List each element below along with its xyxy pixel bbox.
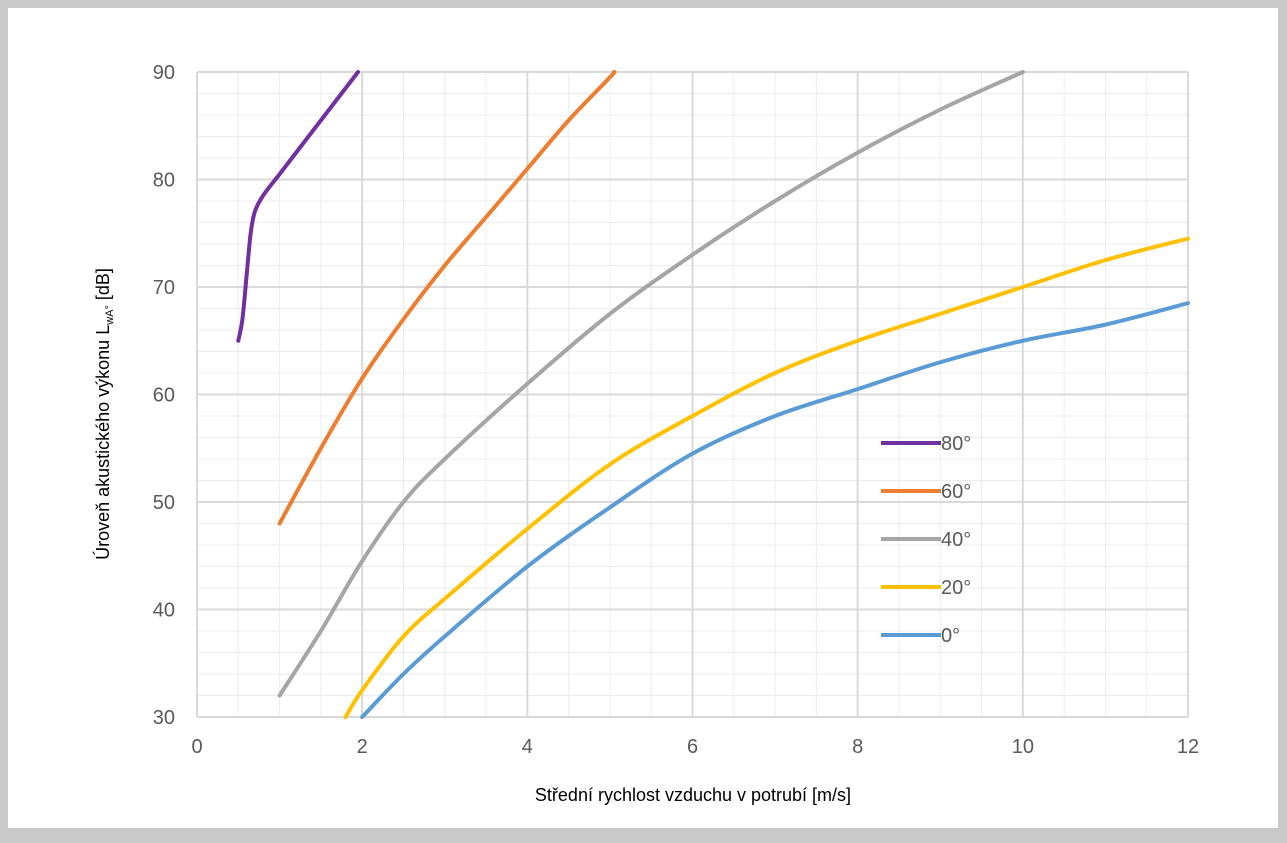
series-line-0 [236,70,361,343]
x-tick-label: 10 [1012,736,1034,758]
x-axis-title: Střední rychlost vzduchu v potrubí [m/s] [535,785,851,805]
y-tick-label: 40 [153,600,175,622]
series-line-2 [277,70,1025,698]
legend-label: 60° [941,481,971,503]
legend: 80° 60° 40° 20° 0° [881,433,971,647]
y-tick-label: 90 [153,62,175,84]
y-axis-title: Úroveň akustického výkonu LwA° [dB] [92,268,116,560]
major-grid [196,71,1189,718]
x-tick-label: 6 [687,736,698,758]
legend-label: 80° [941,433,971,455]
line-chart: 0 2 4 6 8 10 12 30 40 50 60 70 80 90 Střední rychlost… [92,62,1199,805]
y-tick-label: 50 [153,492,175,514]
series-line-4 [360,301,1190,719]
y-axis-title-subscript: wA° [104,305,116,326]
series-line-3 [343,236,1190,719]
legend-label: 40° [941,529,971,551]
legend-label: 20° [941,577,971,599]
y-tick-label: 80 [153,170,175,192]
y-tick-label: 60 [153,385,175,407]
series-line-1 [277,70,617,526]
legend-label: 0° [941,625,960,647]
y-tick-label: 30 [153,707,175,729]
x-tick-label: 12 [1177,736,1199,758]
y-tick-label: 70 [153,277,175,299]
chart-frame: 0 2 4 6 8 10 12 30 40 50 60 70 80 90 Střední rychlost… [8,8,1278,828]
tick-labels: 0 2 4 6 8 10 12 30 40 50 60 70 80 90 [153,62,1199,758]
x-tick-label: 0 [191,736,202,758]
y-axis-title-unit: [dB] [93,268,113,305]
y-axis-title-main: Úroveň akustického výkonu L [92,325,113,560]
x-tick-label: 2 [357,736,368,758]
x-tick-label: 8 [852,736,863,758]
x-tick-label: 4 [522,736,533,758]
series-layer [236,70,1190,719]
